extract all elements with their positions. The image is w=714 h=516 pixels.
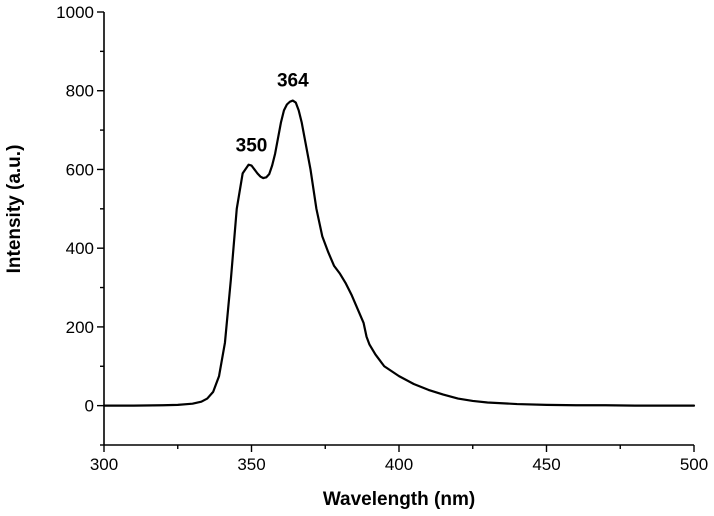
y-tick-label: 800 [66, 82, 94, 101]
y-tick-label: 0 [85, 397, 94, 416]
y-tick-label: 1000 [56, 3, 94, 22]
x-axis-title: Wavelength (nm) [323, 489, 475, 510]
peak-label: 350 [236, 136, 268, 157]
ticks [97, 11, 695, 452]
axes [103, 12, 694, 446]
x-tick-label: 500 [680, 455, 708, 474]
y-tick-label: 600 [66, 160, 94, 179]
peak-label: 364 [277, 71, 309, 92]
spectrum-line [102, 99, 696, 407]
x-tick-label: 450 [532, 455, 560, 474]
x-tick-label: 350 [237, 455, 265, 474]
series-group [102, 99, 696, 407]
x-tick-label: 400 [385, 455, 413, 474]
y-tick-label: 200 [66, 318, 94, 337]
y-axis-title: Intensity (a.u.) [4, 145, 25, 274]
annotations: 350 364 [236, 71, 309, 157]
x-tick-label: 300 [90, 455, 118, 474]
tick-labels: 300 350 400 450 500 0 200 400 600 800 1000 [56, 3, 708, 474]
y-tick-label: 400 [66, 239, 94, 258]
